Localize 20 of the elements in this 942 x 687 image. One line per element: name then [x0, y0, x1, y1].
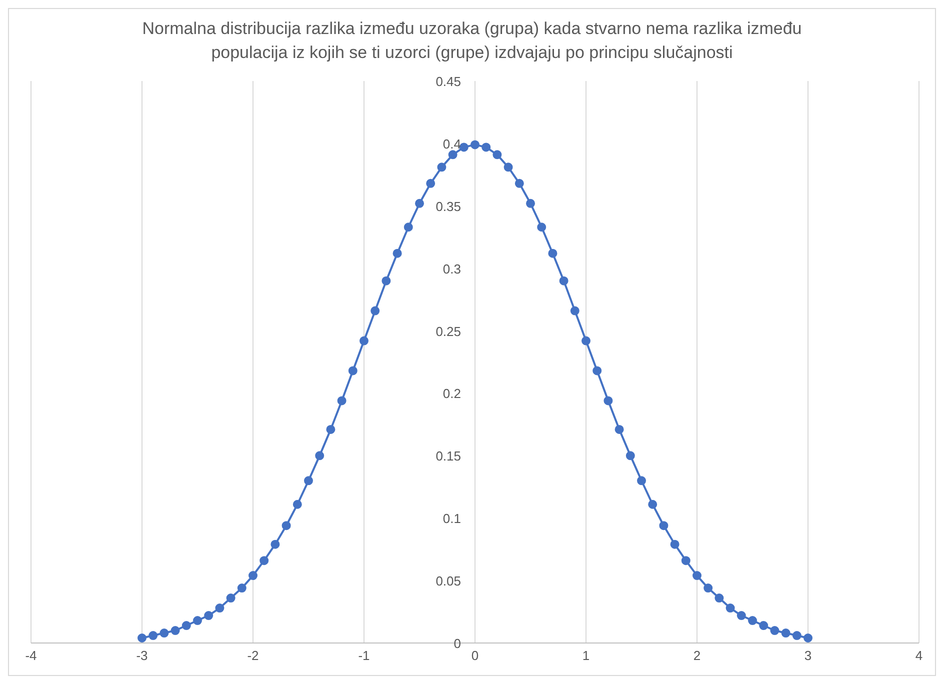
y-tick-label: 0.35	[436, 198, 461, 214]
y-tick-label: 0.25	[436, 324, 461, 339]
y-tick-label: 0.45	[436, 74, 461, 89]
x-tick-label: 1	[582, 648, 590, 664]
chart-title: Normalna distribucija razlika između uzoraka (grupa) kada stvarno nema razlika između populacija iz kojih se ti uzorci (grupe) izdvajaju po principu slučajnosti	[141, 18, 803, 64]
y-tick-label: 0.15	[436, 448, 461, 464]
y-tick-label: 0	[454, 636, 461, 651]
x-tick-label: 2	[693, 648, 701, 664]
x-tick-label: -1	[358, 648, 370, 664]
y-tick-label: 0.2	[442, 386, 461, 402]
x-tick-label: -4	[25, 648, 37, 664]
y-tick-label: 0.05	[436, 574, 461, 589]
x-tick-label: 0	[471, 648, 479, 664]
x-tick-label: -3	[136, 648, 148, 664]
x-tick-label: -2	[247, 648, 259, 664]
x-tick-label: 3	[804, 648, 812, 664]
y-tick-label: 0.1	[442, 511, 461, 526]
y-tick-label: 0.3	[442, 261, 461, 276]
x-tick-label: 4	[915, 648, 923, 664]
y-tick-label: 0.4	[442, 136, 461, 152]
